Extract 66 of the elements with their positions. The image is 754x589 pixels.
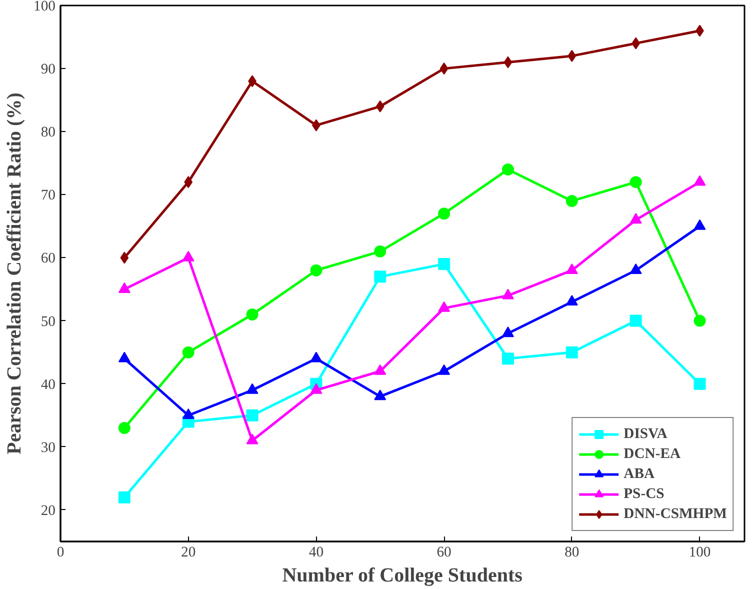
point [120, 252, 129, 264]
y-tick-label: 80 [40, 124, 56, 141]
point [246, 308, 258, 320]
point [694, 314, 706, 327]
point [182, 250, 194, 262]
x-tick-label: 100 [688, 544, 711, 560]
point [310, 383, 322, 394]
point [566, 194, 578, 207]
point [246, 409, 258, 422]
point [310, 352, 322, 362]
legend-label: PS-CS [624, 486, 664, 502]
x-tick-label: 60 [436, 544, 452, 560]
point [694, 175, 706, 186]
point [438, 301, 450, 312]
point [694, 378, 706, 390]
y-tick-label: 40 [40, 376, 56, 393]
point [376, 100, 384, 112]
point [502, 288, 514, 300]
point [118, 422, 130, 434]
legend-label: DCN-EA [624, 446, 681, 462]
point [502, 352, 514, 365]
point [438, 364, 450, 375]
y-tick-label: 90 [40, 62, 56, 78]
y-tick-label: 60 [40, 250, 56, 267]
legend-label: DNN-CSMHPM [624, 506, 727, 522]
point [440, 62, 448, 75]
point [182, 346, 194, 358]
point [630, 213, 642, 224]
point [374, 245, 386, 258]
legend-label: ABA [624, 466, 655, 482]
x-tick-label: 20 [181, 544, 196, 560]
point [184, 176, 193, 188]
point [630, 314, 642, 327]
point [568, 50, 576, 62]
point [310, 264, 322, 276]
point [246, 434, 258, 444]
point [118, 491, 130, 504]
x-tick-label: 80 [564, 544, 580, 560]
point [502, 326, 514, 338]
point [374, 364, 386, 375]
y-tick-label: 70 [40, 188, 56, 204]
point [438, 208, 450, 220]
point [504, 56, 512, 68]
point [502, 163, 514, 176]
point [118, 282, 130, 293]
point [374, 270, 386, 283]
x-tick-label: 40 [308, 544, 324, 560]
point [438, 258, 450, 270]
y-axis-title: Pearson Correlation Coefficient Ratio (%) [4, 92, 26, 454]
point [182, 408, 194, 420]
x-axis-title: Number of College Students [282, 564, 523, 586]
x-tick-label: 0 [56, 544, 64, 560]
y-tick-label: 50 [40, 314, 56, 330]
point [630, 263, 642, 274]
point [566, 295, 578, 306]
point [694, 219, 706, 230]
point [246, 383, 258, 394]
point [566, 263, 578, 274]
point [374, 390, 386, 400]
point [118, 352, 130, 362]
point [566, 346, 578, 358]
legend-label: DISVA [624, 426, 668, 442]
y-tick-label: 20 [40, 502, 56, 519]
point [630, 176, 642, 188]
y-tick-label: 100 [34, 0, 56, 14]
y-tick-label: 30 [40, 440, 56, 456]
